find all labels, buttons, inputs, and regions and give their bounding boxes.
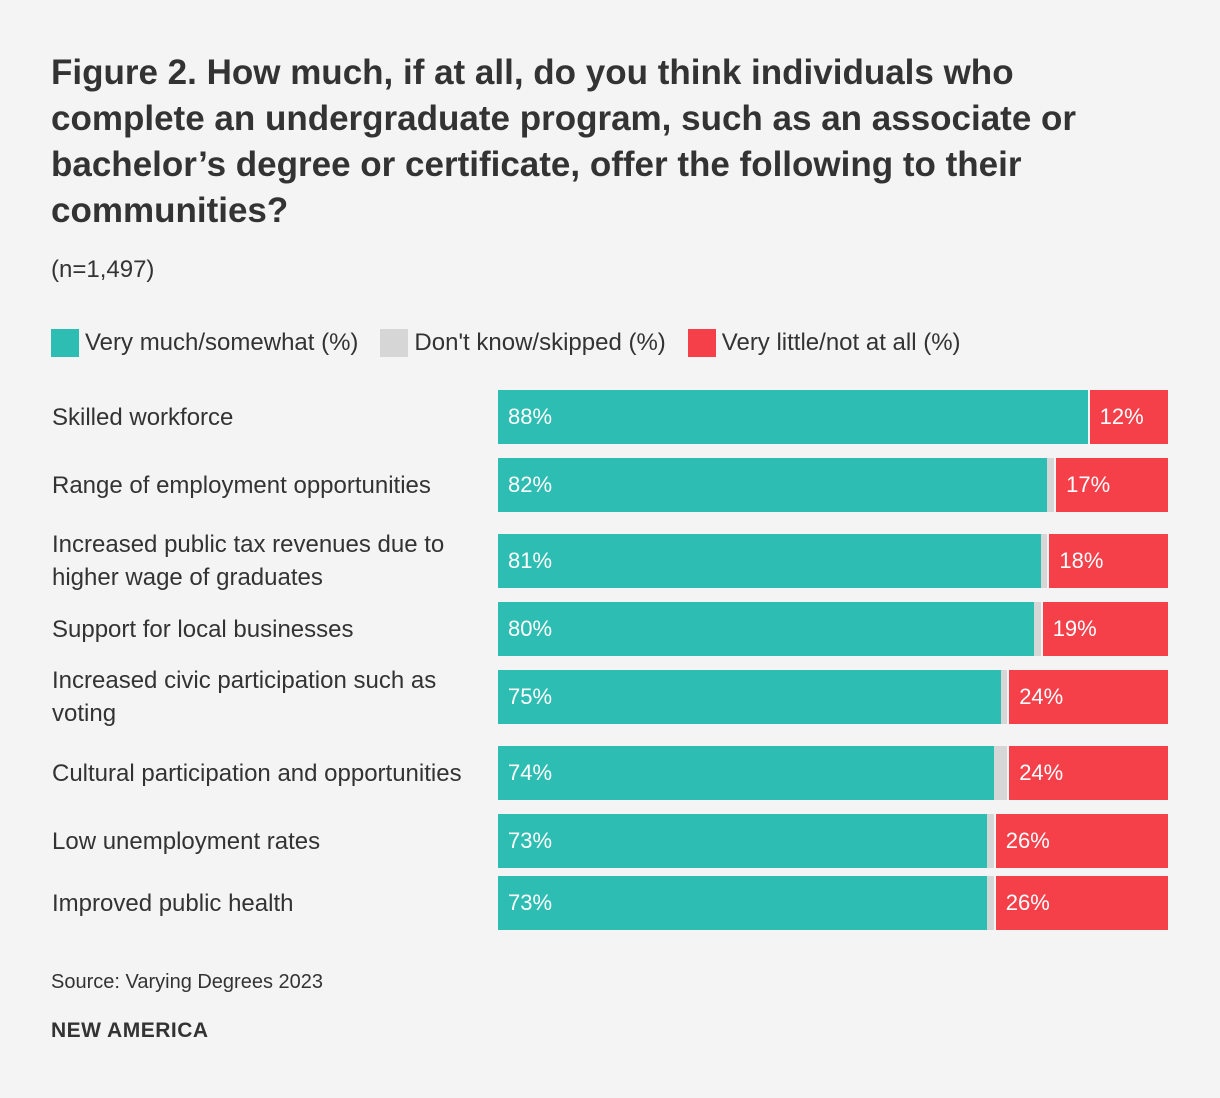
bar-segment-very-much — [498, 390, 1088, 444]
bar-segment-very-little — [1056, 458, 1168, 512]
bar-segment-very-much — [498, 876, 988, 930]
brand-logo-text: NEW AMERICA — [51, 1019, 209, 1042]
legend-swatch-very-much — [51, 329, 79, 357]
category-label: Range of employment opportunities — [52, 471, 431, 499]
bar-segment-very-little — [1049, 534, 1168, 588]
bar-segment-very-little — [1009, 746, 1168, 800]
bar-value-label-very-much: 73% — [508, 890, 553, 915]
legend-item-very-much: Very much/somewhat (%) — [51, 327, 358, 359]
legend-label-very-little: Very little/not at all (%) — [721, 329, 961, 356]
bar-segment-dont-know — [1034, 602, 1041, 656]
category-label: Increased civic participation such as vo… — [52, 667, 437, 727]
sample-size: (n=1,497) — [51, 256, 155, 283]
bar-value-label-very-much: 88% — [508, 404, 553, 429]
bar-segment-dont-know — [1047, 458, 1055, 512]
bar-value-label-very-much: 74% — [508, 760, 553, 785]
bar-value-label-very-little: 19% — [1052, 616, 1097, 641]
bar-segment-very-much — [498, 746, 994, 800]
bar-value-label-very-much: 73% — [508, 828, 553, 853]
bar-segment-very-much — [498, 534, 1041, 588]
bar-value-label-very-much: 80% — [508, 616, 553, 641]
bar-value-label-very-much: 82% — [508, 472, 553, 497]
legend-label-very-much: Very much/somewhat (%) — [85, 329, 359, 356]
bar-segment-dont-know — [987, 814, 994, 868]
bar-value-label-very-little: 17% — [1066, 472, 1111, 497]
chart-title: Figure 2. How much, if at all, do you th… — [51, 53, 1077, 230]
legend-swatch-very-little — [687, 329, 716, 357]
bar-value-label-very-much: 75% — [508, 684, 553, 709]
legend-swatch-dont-know — [380, 329, 409, 357]
source-note: Source: Varying Degrees 2023 — [51, 971, 324, 993]
bar-segment-very-little — [995, 876, 1168, 930]
bar-segment-very-little — [995, 814, 1168, 868]
bar-segment-dont-know — [993, 746, 1008, 800]
bar-value-label-very-little: 24% — [1019, 684, 1064, 709]
bar-segment-very-much — [498, 458, 1048, 512]
bar-segment-very-little — [1009, 670, 1168, 724]
bar-value-label-very-little: 12% — [1099, 404, 1144, 429]
category-label: Low unemployment rates — [52, 827, 321, 855]
bar-value-label-very-little: 18% — [1059, 548, 1104, 573]
bar-segment-dont-know — [987, 876, 994, 930]
category-label: Improved public health — [52, 889, 294, 917]
legend-item-very-little: Very little/not at all (%) — [687, 327, 961, 359]
bar-segment-dont-know — [1040, 534, 1048, 588]
bar-segment-very-much — [498, 602, 1034, 656]
bar-segment-very-little — [1089, 390, 1168, 444]
category-label: Skilled workforce — [52, 403, 234, 431]
bar-segment-very-little — [1042, 602, 1168, 656]
legend-item-dont-know: Don't know/skipped (%) — [380, 327, 666, 359]
legend-label-dont-know: Don't know/skipped (%) — [414, 329, 666, 356]
bar-value-label-very-little: 26% — [1005, 890, 1050, 915]
category-label: Cultural participation and opportunities — [52, 759, 462, 787]
bar-segment-dont-know — [1000, 670, 1008, 724]
bar-value-label-very-little: 24% — [1019, 760, 1064, 785]
bar-segment-very-much — [498, 814, 988, 868]
legend: Very much/somewhat (%) Don't know/skippe… — [51, 327, 983, 359]
bar-value-label-very-much: 81% — [508, 548, 553, 573]
bar-segment-very-much — [498, 670, 1001, 724]
category-label: Increased public tax revenues due to hig… — [52, 531, 445, 591]
bar-value-label-very-little: 26% — [1005, 828, 1050, 853]
category-label: Support for local businesses — [52, 615, 354, 643]
